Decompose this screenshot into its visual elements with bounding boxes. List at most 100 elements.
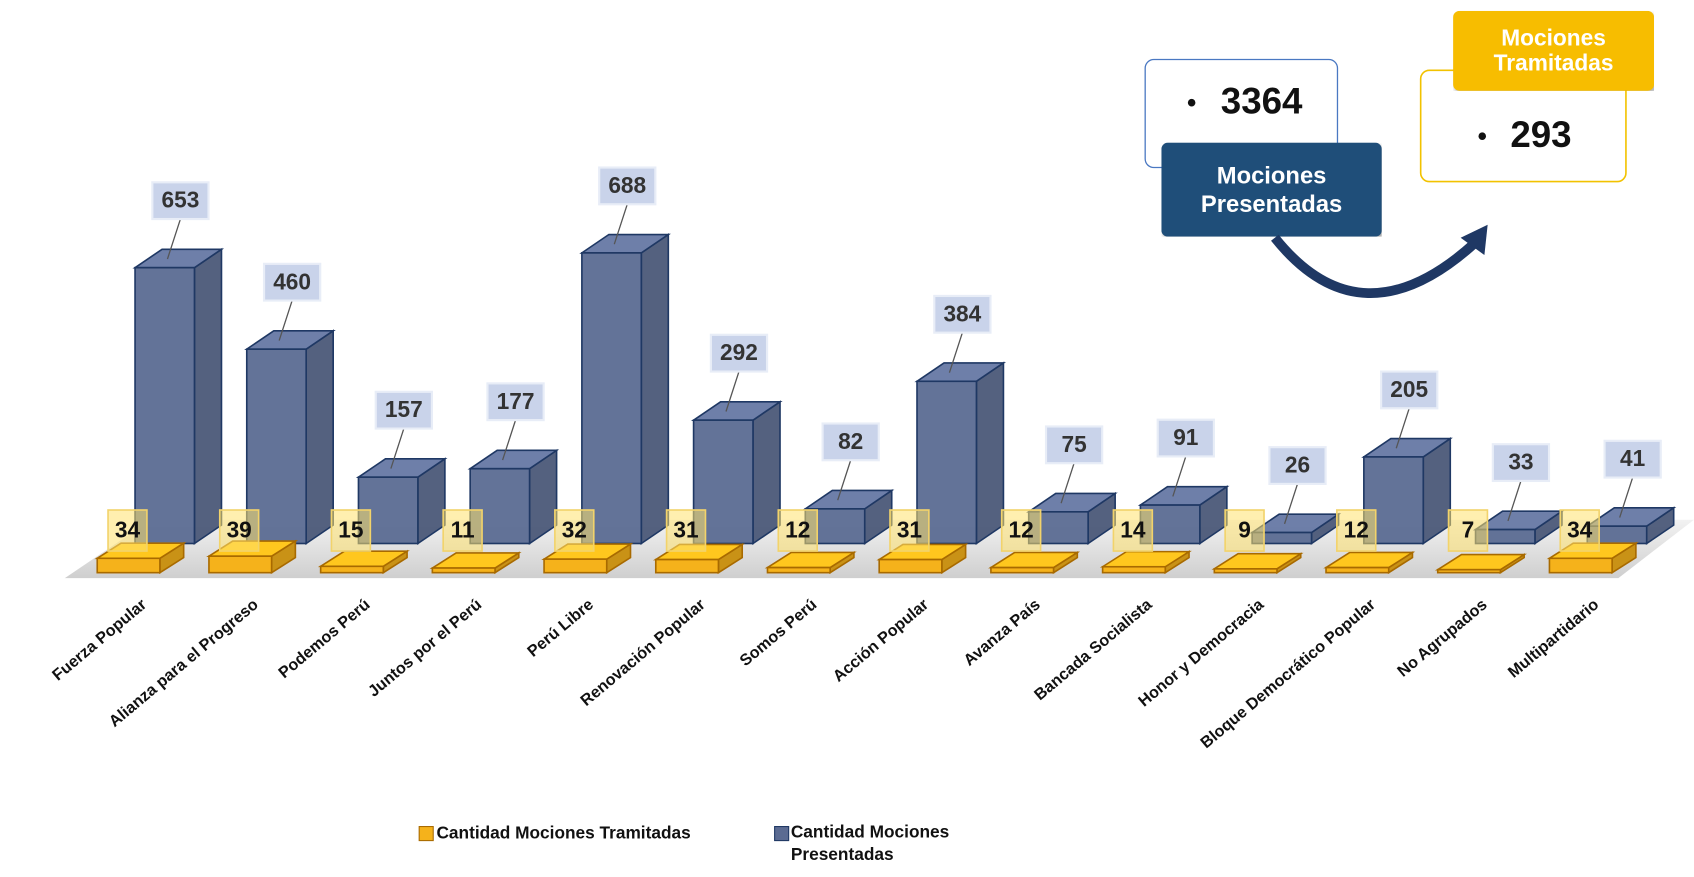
bar: [132, 247, 225, 546]
leader-line: [501, 419, 517, 461]
bar: [244, 329, 336, 546]
bar: [467, 448, 560, 546]
legend-swatch: [774, 826, 790, 842]
bar-side: [193, 247, 223, 546]
arrow: [1271, 234, 1478, 298]
bar-front: [766, 566, 831, 574]
bar-side: [752, 400, 781, 546]
value-label: 460: [273, 268, 311, 294]
value-label: 205: [1390, 376, 1428, 402]
value-label: 91: [1173, 424, 1198, 450]
value-label-box: [1000, 509, 1042, 552]
value-label: 12: [1009, 517, 1034, 543]
leader-line: [1395, 408, 1410, 449]
value-label-box: [1380, 370, 1439, 410]
value-label: 292: [720, 339, 758, 365]
value-label-box: [1156, 418, 1215, 458]
value-label-box: [777, 509, 818, 552]
x-tick-label: Multipartidario: [1505, 595, 1603, 681]
bar-front: [431, 567, 496, 574]
x-tick-label: Renovación Popular: [577, 595, 709, 710]
value-label: 34: [115, 517, 141, 543]
value-label: 26: [1285, 452, 1310, 478]
leader-line: [278, 300, 293, 341]
value-label-box: [709, 333, 769, 373]
bar: [1584, 506, 1677, 546]
x-tick-label: Honor y Democracia: [1135, 595, 1268, 711]
legend-label: Cantidad Mociones Presentadas: [790, 823, 950, 865]
value-label-box: [151, 181, 210, 221]
x-tick-label: Fuerza Popular: [49, 595, 151, 684]
bar-side: [975, 361, 1005, 546]
bar-front: [1213, 568, 1278, 574]
value-label: 12: [785, 517, 810, 543]
presented-label: Mociones Presentadas: [1161, 142, 1382, 237]
value-label-box: [486, 382, 545, 422]
legend-swatch: [418, 826, 434, 842]
value-label: 384: [943, 300, 981, 326]
value-label: 12: [1344, 517, 1369, 543]
bar: [355, 457, 448, 546]
processed-label-box: Mociones Tramitadas: [1453, 10, 1655, 91]
bar: [690, 400, 783, 546]
bar: [988, 550, 1081, 575]
x-tick-label: Acción Popular: [830, 595, 933, 686]
value-label-box: [889, 509, 930, 552]
value-label-box: [442, 509, 483, 552]
bar-front: [654, 558, 720, 574]
leader-line: [1172, 456, 1187, 497]
value-label-box: [1224, 509, 1265, 552]
value-label-box: [1559, 509, 1600, 552]
leader-line: [948, 332, 963, 373]
bar-side: [640, 232, 670, 546]
bar: [429, 551, 522, 575]
bar: [652, 542, 745, 575]
value-label: 11: [451, 517, 475, 543]
bar: [317, 549, 410, 575]
bar-front: [96, 557, 161, 574]
value-label-box: [107, 509, 148, 552]
bar-side: [305, 329, 334, 546]
value-label: 7: [1462, 517, 1475, 543]
legend-label-box: Cantidad Mociones Presentadas: [790, 823, 950, 865]
bar-front: [581, 252, 643, 545]
leader-line: [1507, 480, 1522, 522]
value-label-box: [665, 509, 707, 552]
bar: [1211, 552, 1304, 575]
value-label-box: [262, 262, 322, 302]
bar-front: [543, 558, 608, 574]
value-label: 688: [608, 172, 646, 198]
value-label-box: [218, 509, 260, 552]
bar: [1323, 550, 1416, 575]
value-label: 41: [1620, 445, 1645, 471]
leader-line: [1060, 462, 1075, 504]
value-label-box: [1268, 446, 1327, 485]
value-label: 33: [1508, 449, 1533, 475]
x-tick-label: Podemos Perú: [275, 595, 373, 682]
value-label: 39: [227, 517, 252, 543]
bar: [1099, 550, 1192, 575]
x-tick-label: Perú Libre: [524, 595, 597, 660]
bar: [914, 361, 1007, 546]
x-tick-label: Bloque Democrático Popular: [1197, 595, 1379, 752]
value-label: 82: [838, 428, 863, 454]
bar-front: [208, 555, 273, 574]
bar-front: [134, 266, 196, 545]
value-label: 157: [385, 396, 423, 422]
value-label: 32: [562, 517, 587, 543]
bar-front: [878, 558, 943, 574]
bar-front: [1436, 568, 1502, 574]
legend-label: Cantidad Mociones Tramitadas: [436, 823, 690, 843]
leader-line: [725, 371, 740, 412]
value-label: 9: [1238, 517, 1251, 543]
bar-front: [1325, 566, 1390, 574]
value-label: 34: [1567, 517, 1593, 543]
value-label-box: [1447, 509, 1489, 552]
leader-line: [390, 428, 405, 469]
leader-line: [1619, 477, 1634, 518]
bullet: [1187, 98, 1196, 107]
value-label-box: [1044, 425, 1104, 465]
value-label-box: [1336, 509, 1377, 552]
